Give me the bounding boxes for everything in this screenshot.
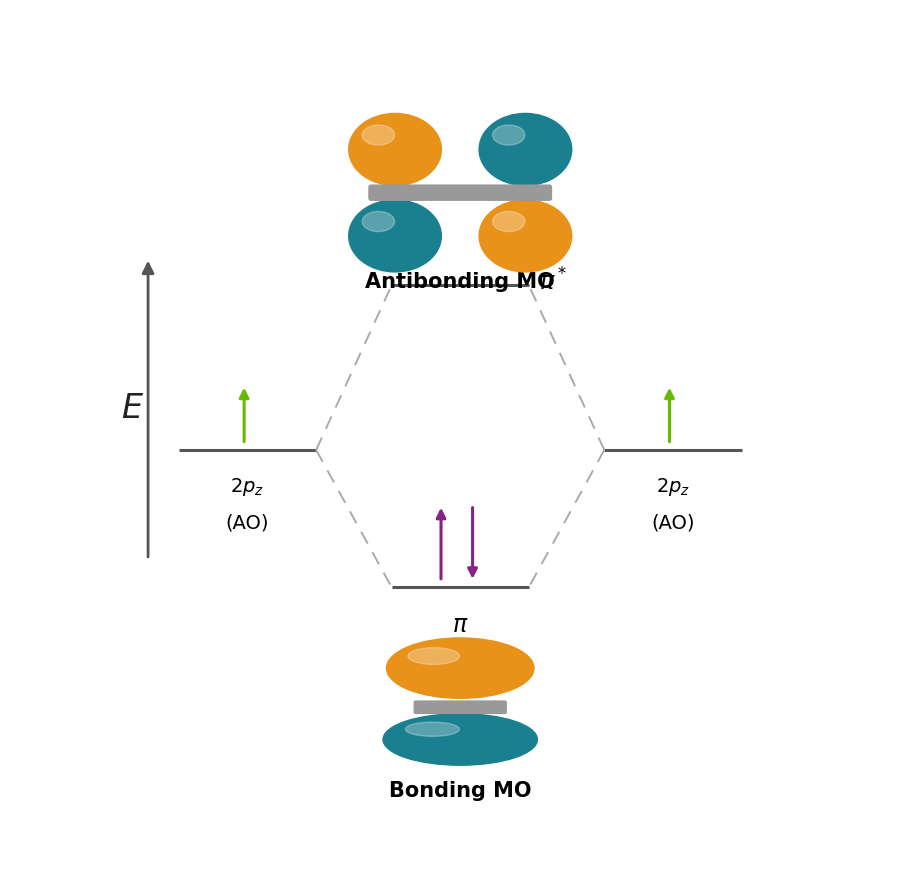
- FancyBboxPatch shape: [369, 185, 551, 200]
- Ellipse shape: [386, 638, 534, 699]
- Ellipse shape: [348, 113, 441, 185]
- Text: $2p_z$: $2p_z$: [231, 476, 265, 498]
- Ellipse shape: [362, 125, 394, 145]
- Ellipse shape: [480, 113, 572, 185]
- Ellipse shape: [362, 211, 394, 232]
- FancyBboxPatch shape: [414, 701, 506, 714]
- Text: $\pi^*$: $\pi^*$: [539, 268, 568, 296]
- Text: $2p_z$: $2p_z$: [656, 476, 690, 498]
- Text: Bonding MO: Bonding MO: [389, 781, 532, 801]
- Text: $\pi$: $\pi$: [452, 613, 469, 637]
- Ellipse shape: [492, 125, 525, 145]
- Text: (AO): (AO): [651, 513, 695, 532]
- Ellipse shape: [408, 648, 460, 665]
- Ellipse shape: [383, 714, 537, 765]
- Ellipse shape: [348, 200, 441, 272]
- Ellipse shape: [492, 211, 525, 232]
- Text: (AO): (AO): [225, 513, 269, 532]
- Ellipse shape: [480, 200, 572, 272]
- Text: Antibonding MO: Antibonding MO: [365, 272, 555, 291]
- Text: $\mathbf{\mathit{E}}$: $\mathbf{\mathit{E}}$: [120, 392, 144, 425]
- Ellipse shape: [405, 722, 460, 736]
